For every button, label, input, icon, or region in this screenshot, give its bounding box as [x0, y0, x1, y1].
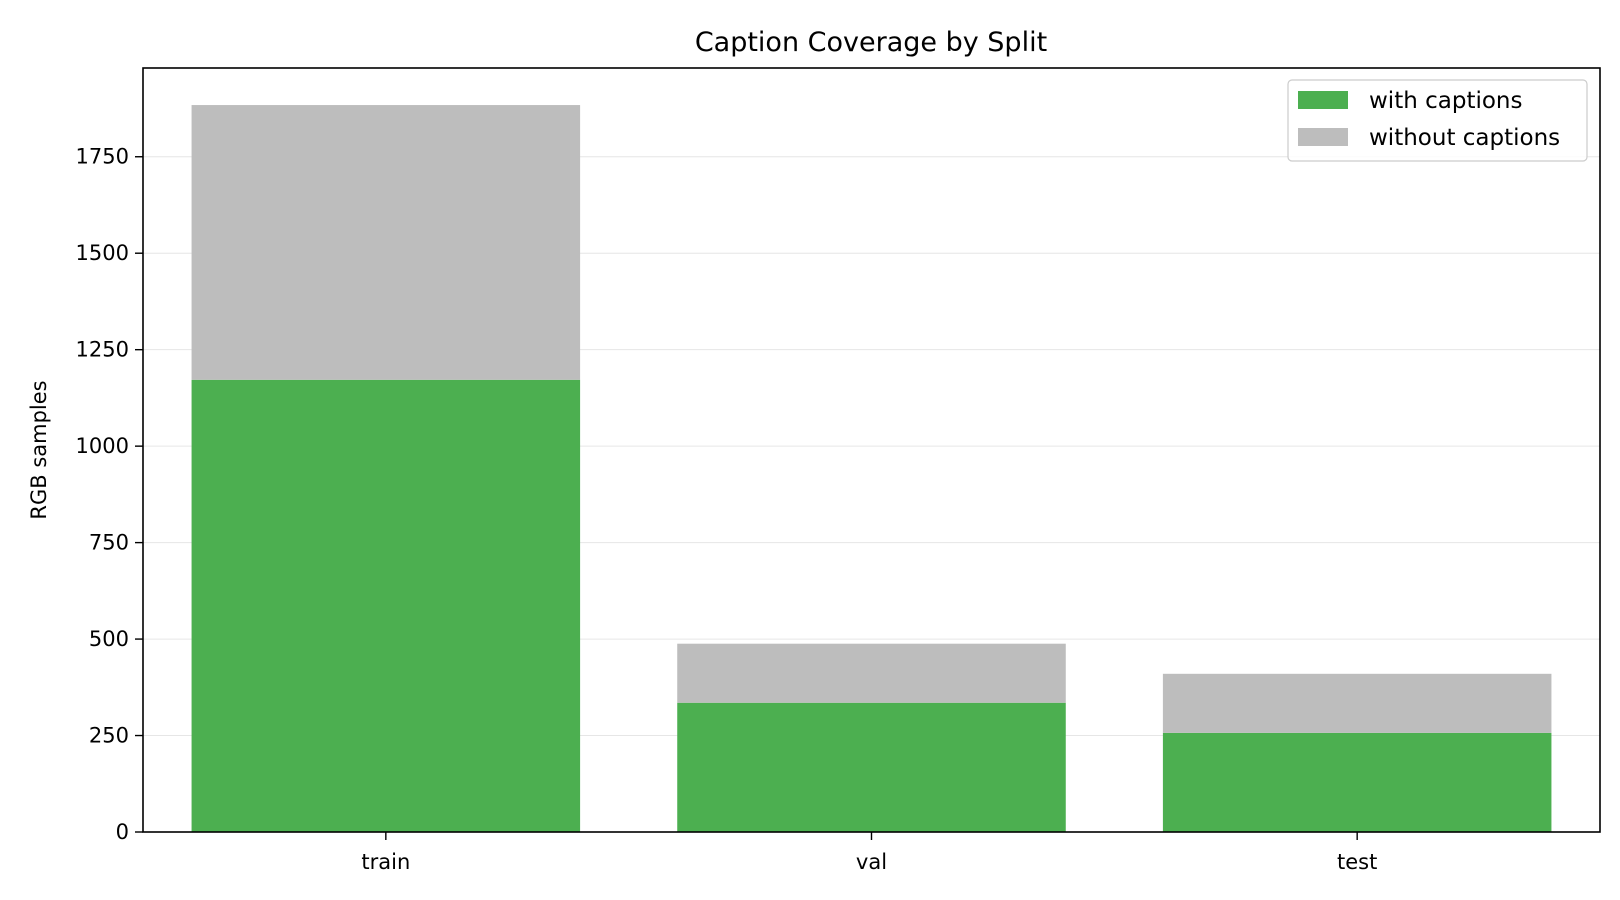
- y-tick-label: 1000: [76, 434, 129, 458]
- bar-val-without-captions: [677, 643, 1066, 703]
- y-tick-label: 0: [116, 820, 129, 844]
- y-tick-label: 1250: [76, 338, 129, 362]
- x-tick-label: train: [361, 850, 410, 874]
- bar-val-with-captions: [677, 702, 1066, 832]
- x-axis: train val test: [361, 832, 1377, 874]
- y-tick-label: 750: [89, 531, 129, 555]
- legend: with captions without captions: [1287, 79, 1588, 162]
- x-tick-label: test: [1337, 850, 1377, 874]
- chart-title: Caption Coverage by Split: [695, 27, 1047, 58]
- y-tick-label: 1750: [76, 145, 129, 169]
- y-tick-label: 500: [89, 627, 129, 651]
- x-tick-label: val: [856, 850, 887, 874]
- legend-swatch-with-captions: [1298, 91, 1348, 109]
- bar-test-without-captions: [1162, 673, 1552, 733]
- legend-label-with-captions: with captions: [1369, 88, 1523, 114]
- y-tick-label: 1500: [76, 241, 129, 265]
- y-tick-label: 250: [89, 724, 129, 748]
- bar-train-with-captions: [191, 379, 581, 832]
- legend-label-without-captions: without captions: [1369, 125, 1560, 151]
- bar-test-with-captions: [1162, 732, 1552, 832]
- bar-train-without-captions: [191, 105, 581, 380]
- legend-frame: [1287, 79, 1588, 162]
- legend-swatch-without-captions: [1298, 128, 1348, 146]
- y-axis: 0 250 500 750 1000 1250 1500 1750: [76, 145, 143, 844]
- y-axis-label: RGB samples: [27, 380, 51, 519]
- bars: [191, 105, 1552, 832]
